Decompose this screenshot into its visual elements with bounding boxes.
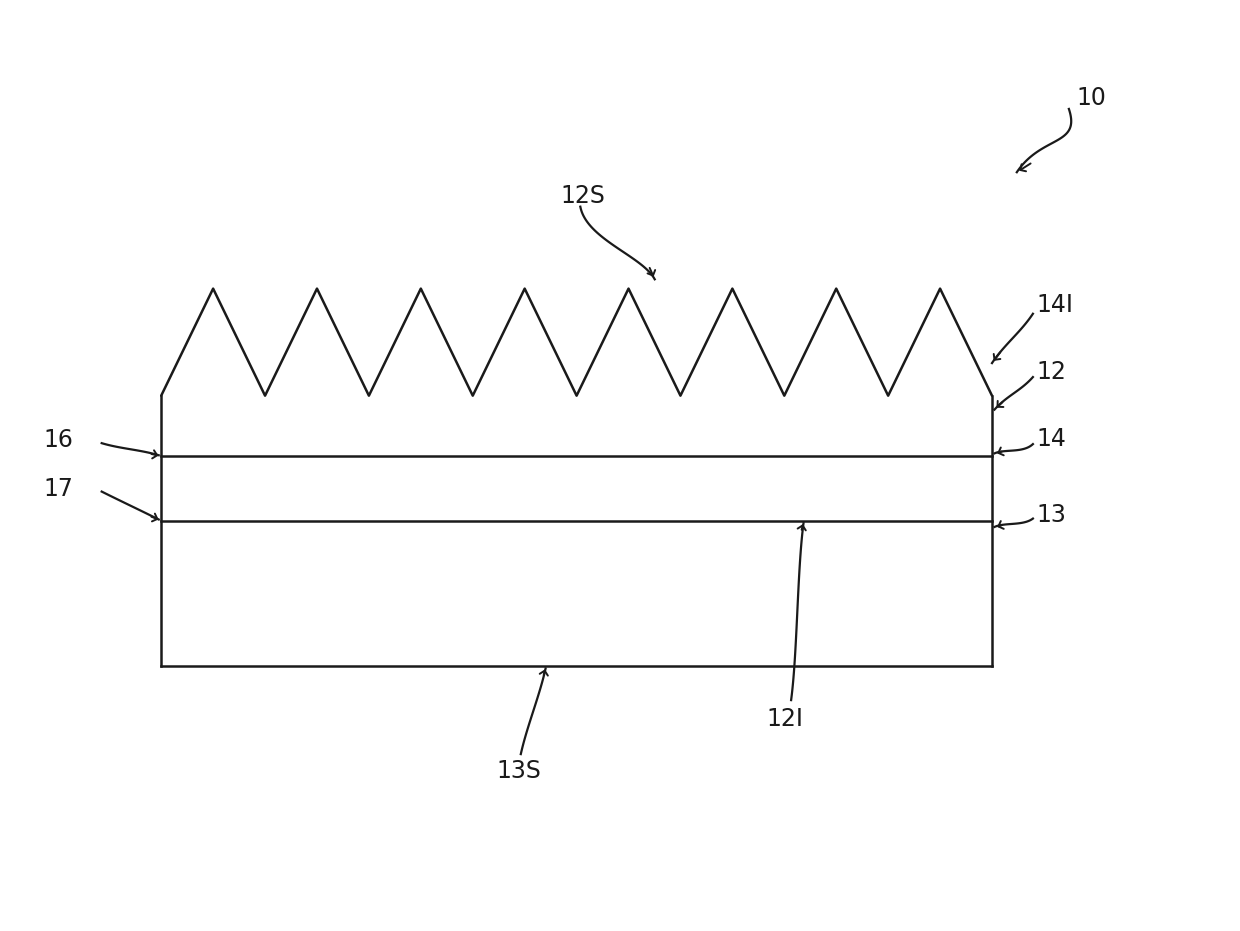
Text: 14: 14	[1037, 427, 1066, 452]
Text: 16: 16	[43, 428, 73, 452]
Text: 13S: 13S	[496, 759, 541, 783]
Text: 17: 17	[43, 477, 73, 501]
Text: 12: 12	[1037, 360, 1066, 385]
Text: 12I: 12I	[766, 707, 804, 731]
Text: 10: 10	[1076, 86, 1106, 110]
Text: 12S: 12S	[560, 183, 605, 208]
Text: 14I: 14I	[1037, 293, 1074, 317]
Text: 13: 13	[1037, 503, 1066, 527]
